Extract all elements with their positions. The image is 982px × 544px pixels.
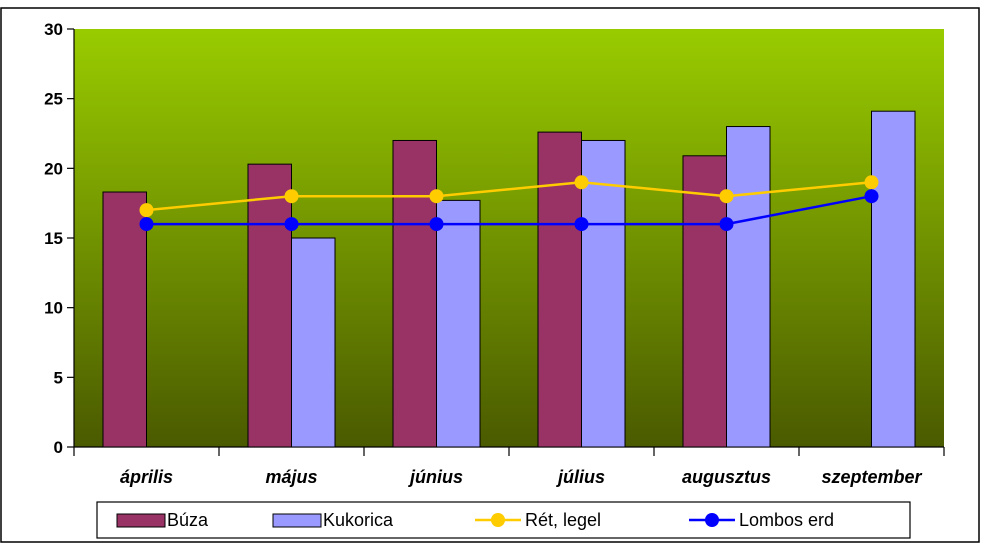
- bar-kukorica-5: [871, 110, 916, 448]
- legend-label-r-t-legel: Rét, legel: [525, 510, 601, 530]
- legend-label-b-za: Búza: [167, 510, 209, 530]
- point-r-t-legel-0: [139, 203, 154, 218]
- legend-swatch-kukorica: [272, 513, 322, 528]
- y-tick-label: 0: [54, 438, 63, 457]
- line-lombos-erd: [146, 194, 872, 226]
- bar-b-za-2: [392, 139, 437, 448]
- x-tick-label: augusztus: [682, 467, 771, 487]
- legend-marker-r-t-legel: [491, 513, 505, 527]
- point-lombos-erd-2: [429, 217, 444, 232]
- x-tick-label: szeptember: [821, 467, 922, 487]
- bar-b-za-1: [247, 163, 292, 448]
- point-lombos-erd-5: [864, 189, 879, 204]
- point-r-t-legel-1: [284, 189, 299, 204]
- x-tick-label: április: [120, 467, 173, 487]
- line-series: [139, 175, 879, 232]
- y-tick-label: 20: [44, 159, 63, 178]
- bar-kukorica-1: [291, 237, 336, 448]
- bar-kukorica-3: [581, 139, 626, 448]
- point-r-t-legel-2: [429, 189, 444, 204]
- bar-b-za-0: [102, 191, 147, 448]
- legend-label-lombos-erd: Lombos erd: [739, 510, 834, 530]
- legend-label-kukorica: Kukorica: [323, 510, 394, 530]
- line-r-t-legel: [146, 181, 872, 212]
- bar-series: [102, 110, 916, 448]
- y-tick-label: 30: [44, 20, 63, 39]
- x-tick-label: július: [556, 467, 605, 487]
- legend-marker-lombos-erd: [705, 513, 719, 527]
- point-lombos-erd-3: [574, 217, 589, 232]
- point-r-t-legel-5: [864, 175, 879, 190]
- legend: Búza Kukorica Rét, legel Lombos erd: [96, 501, 911, 539]
- bar-kukorica-2: [436, 199, 481, 448]
- point-r-t-legel-4: [719, 189, 734, 204]
- x-axis: április május június július augusztus szeptem…: [73, 446, 945, 487]
- y-tick-label: 5: [54, 368, 63, 387]
- y-axis: 0 5 10 15 20 25 30: [44, 20, 75, 457]
- legend-swatch-b-za: [116, 513, 166, 528]
- plot-area: [74, 29, 944, 447]
- x-tick-label: június: [408, 467, 463, 487]
- point-lombos-erd-1: [284, 217, 299, 232]
- y-tick-label: 10: [44, 299, 63, 318]
- bar-b-za-4: [682, 155, 727, 448]
- point-lombos-erd-0: [139, 217, 154, 232]
- bar-b-za-3: [537, 131, 582, 448]
- point-r-t-legel-3: [574, 175, 589, 190]
- y-tick-label: 25: [44, 90, 63, 109]
- point-lombos-erd-4: [719, 217, 734, 232]
- x-tick-label: május: [265, 467, 317, 487]
- bar-kukorica-4: [726, 126, 771, 448]
- y-tick-label: 15: [44, 229, 63, 248]
